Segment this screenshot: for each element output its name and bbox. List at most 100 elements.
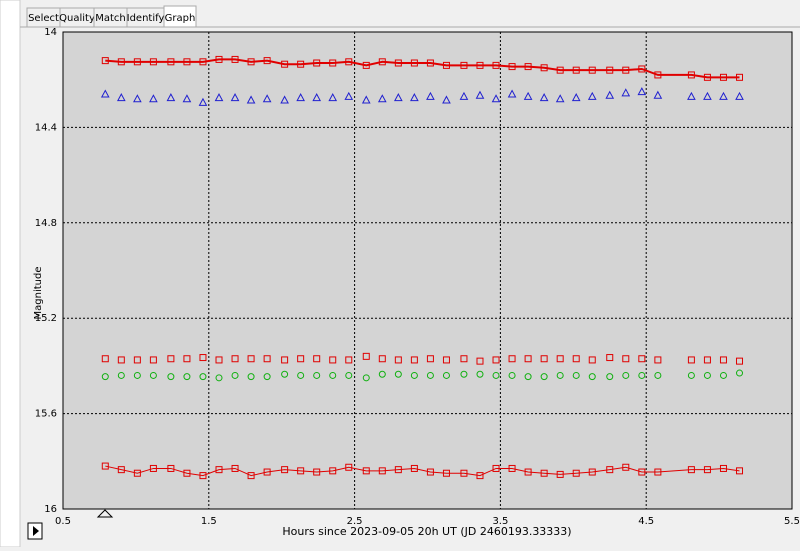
data-point — [101, 373, 109, 381]
data-point — [703, 371, 711, 379]
y-tick-label: 15.2 — [35, 313, 57, 324]
data-point — [539, 93, 549, 102]
data-point — [572, 66, 580, 74]
data-point — [377, 94, 387, 103]
data-point — [117, 58, 125, 66]
data-point — [638, 355, 646, 363]
data-point — [524, 355, 532, 363]
data-point — [329, 467, 337, 475]
data-point — [378, 467, 386, 475]
data-point — [703, 356, 711, 364]
data-point — [362, 61, 370, 69]
data-point — [622, 463, 630, 471]
data-point — [116, 93, 126, 102]
data-point — [117, 466, 125, 474]
data-point — [492, 371, 500, 379]
play-icon — [33, 526, 39, 536]
data-point — [476, 370, 484, 378]
data-point — [524, 468, 532, 476]
data-point — [378, 370, 386, 378]
data-point — [653, 90, 663, 99]
data-point — [214, 93, 224, 102]
data-point — [231, 371, 239, 379]
data-point — [588, 468, 596, 476]
time-marker — [96, 509, 114, 518]
data-point — [476, 61, 484, 69]
data-point — [654, 71, 662, 79]
data-point — [736, 369, 744, 377]
tab-label[interactable]: Select — [28, 13, 59, 24]
data-point — [556, 470, 564, 478]
data-point — [508, 63, 516, 71]
data-point — [719, 91, 728, 100]
data-point — [524, 373, 532, 381]
data-point — [199, 354, 207, 362]
data-point — [719, 371, 727, 379]
data-point — [508, 371, 516, 379]
tab[interactable] — [163, 5, 197, 28]
data-point — [426, 468, 434, 476]
data-point — [540, 469, 548, 477]
data-point — [442, 61, 450, 69]
data-point — [215, 466, 223, 474]
data-point — [312, 93, 322, 102]
data-point — [246, 95, 256, 104]
data-point — [100, 89, 110, 98]
tab-label[interactable]: Quality — [59, 13, 95, 24]
y-axis-label: Magnitude — [33, 267, 44, 320]
x-tick-label: 0.5 — [55, 516, 71, 527]
data-point — [281, 466, 289, 474]
data-point — [281, 356, 289, 364]
data-point — [426, 59, 434, 67]
data-point — [345, 356, 353, 364]
data-point — [215, 356, 223, 364]
data-point — [231, 464, 239, 472]
data-point — [262, 94, 272, 103]
data-point — [344, 91, 354, 100]
data-point — [475, 90, 485, 99]
data-point — [345, 58, 353, 66]
data-point — [199, 472, 207, 480]
data-point — [492, 61, 500, 69]
data-point — [362, 352, 370, 360]
data-point — [492, 464, 500, 472]
data-point — [460, 355, 468, 363]
tab-label[interactable]: Identify — [127, 13, 165, 24]
data-point — [571, 93, 581, 102]
data-point — [638, 468, 646, 476]
data-point — [621, 88, 631, 97]
data-point — [410, 93, 419, 102]
data-point — [736, 357, 744, 365]
data-point — [606, 466, 614, 474]
data-point — [736, 73, 744, 81]
data-point — [508, 464, 516, 472]
data-point — [297, 60, 305, 68]
data-point — [361, 95, 371, 104]
data-point — [394, 59, 402, 67]
data-point — [507, 89, 517, 98]
data-point — [638, 371, 646, 379]
series-line — [105, 58, 740, 79]
tab-label[interactable]: Match — [95, 13, 126, 24]
y-tick-label: 14 — [44, 27, 57, 38]
data-point — [442, 371, 450, 379]
data-point — [426, 355, 434, 363]
data-point — [167, 464, 175, 472]
data-point — [231, 355, 239, 363]
data-point — [622, 355, 630, 363]
data-point — [182, 94, 192, 103]
data-point — [426, 91, 435, 100]
data-point — [329, 59, 337, 67]
data-point — [297, 371, 305, 379]
data-point — [556, 355, 564, 363]
tab-label[interactable]: Graph — [165, 13, 196, 24]
data-point — [687, 466, 695, 474]
data-point — [703, 91, 712, 100]
data-point — [426, 371, 434, 379]
data-point — [524, 63, 532, 71]
data-point — [556, 371, 564, 379]
data-point — [572, 371, 580, 379]
data-point — [247, 373, 255, 381]
data-point — [687, 71, 695, 79]
data-point — [215, 55, 223, 63]
